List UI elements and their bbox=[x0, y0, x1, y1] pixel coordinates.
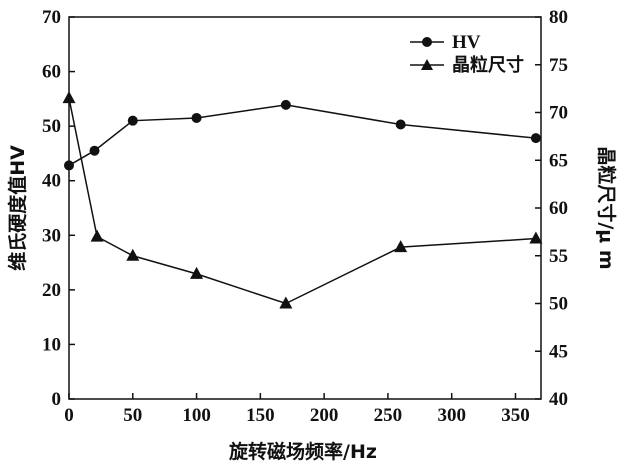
right-y-tick-label: 40 bbox=[549, 389, 568, 410]
data-point bbox=[394, 240, 408, 253]
data-point bbox=[126, 248, 140, 261]
x-tick-label: 150 bbox=[246, 405, 275, 426]
x-tick-label: 250 bbox=[374, 405, 403, 426]
legend-label-grain-size: 晶粒尺寸 bbox=[452, 54, 524, 76]
x-axis: 0 50 100 150 200 250 300 350 bbox=[64, 393, 530, 426]
data-point bbox=[127, 115, 138, 126]
data-point bbox=[62, 91, 76, 104]
left-y-tick-label: 40 bbox=[42, 171, 61, 192]
legend-circle-marker bbox=[422, 37, 432, 47]
series-hv bbox=[64, 99, 541, 171]
right-y-tick-label: 55 bbox=[549, 246, 568, 267]
data-point bbox=[90, 229, 104, 242]
series-line bbox=[68, 98, 536, 305]
left-y-tick-label: 50 bbox=[42, 116, 61, 137]
data-point bbox=[190, 266, 204, 279]
left-y-tick-label: 30 bbox=[42, 225, 61, 246]
data-point bbox=[89, 145, 100, 156]
right-y-axis-title: 晶粒尺寸/μ m bbox=[595, 146, 618, 269]
data-point bbox=[280, 99, 291, 110]
legend-label-hv: HV bbox=[452, 32, 481, 53]
left-y-tick-label: 70 bbox=[42, 7, 61, 28]
series-grain-size bbox=[62, 91, 543, 309]
right-y-tick-label: 75 bbox=[549, 55, 568, 76]
right-y-tick-label: 65 bbox=[549, 150, 568, 171]
x-axis-title: 旋转磁场频率/Hz bbox=[228, 440, 377, 463]
data-point bbox=[279, 296, 293, 309]
right-y-tick-label: 50 bbox=[549, 294, 568, 315]
data-point bbox=[64, 160, 74, 171]
legend-item-hv: HV bbox=[410, 32, 481, 53]
right-y-tick-label: 45 bbox=[549, 341, 568, 362]
legend: HV 晶粒尺寸 bbox=[410, 32, 524, 76]
data-point bbox=[395, 119, 406, 130]
right-y-tick-label: 60 bbox=[549, 198, 568, 219]
data-point bbox=[530, 133, 541, 144]
right-y-tick-label: 80 bbox=[549, 7, 568, 28]
left-y-tick-label: 20 bbox=[42, 280, 61, 301]
right-y-tick-label: 70 bbox=[549, 103, 568, 124]
series-layer bbox=[62, 91, 543, 309]
series-line bbox=[68, 104, 536, 167]
left-y-tick-label: 60 bbox=[42, 62, 61, 83]
x-tick-label: 350 bbox=[501, 405, 530, 426]
legend-triangle-marker bbox=[421, 59, 433, 70]
right-axis: 40 45 50 55 60 65 70 75 80 bbox=[535, 7, 568, 410]
x-tick-label: 200 bbox=[310, 405, 339, 426]
x-tick-label: 100 bbox=[182, 405, 211, 426]
left-axis: 0 10 20 30 40 50 60 70 bbox=[42, 7, 75, 410]
left-y-tick-label: 0 bbox=[52, 389, 62, 410]
x-tick-label: 0 bbox=[64, 405, 74, 426]
legend-item-grain-size: 晶粒尺寸 bbox=[410, 54, 524, 76]
data-point bbox=[191, 112, 202, 123]
left-y-axis-title: 维氏硬度值HV bbox=[6, 145, 29, 271]
left-y-tick-label: 10 bbox=[42, 334, 61, 355]
x-tick-label: 50 bbox=[123, 405, 142, 426]
x-tick-label: 300 bbox=[437, 405, 466, 426]
data-point bbox=[529, 231, 543, 244]
